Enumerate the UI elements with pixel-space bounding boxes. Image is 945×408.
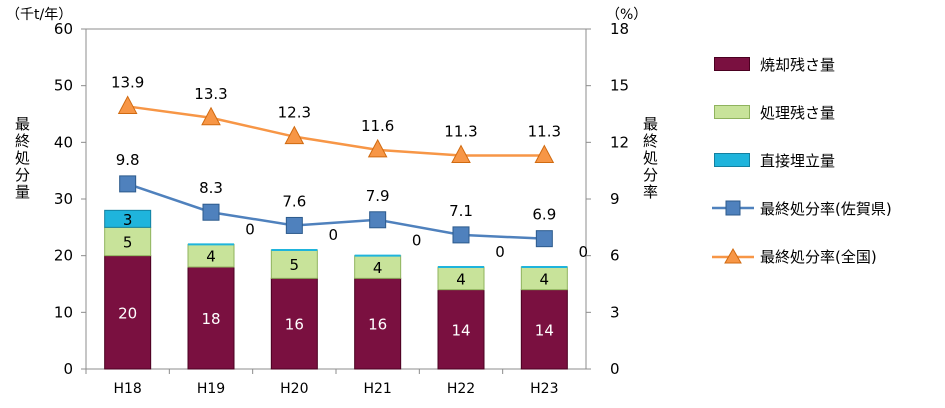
left-axis-label: 最終処分量 <box>13 116 31 201</box>
square-marker-icon <box>725 200 741 216</box>
square-marker-icon <box>535 230 553 248</box>
line-data-label: 13.3 <box>194 85 227 103</box>
triangle-marker-icon <box>201 106 221 126</box>
triangle-marker-icon <box>724 247 742 264</box>
triangle-marker-icon <box>367 138 388 158</box>
bar-data-label: 4 <box>540 270 550 288</box>
bar-data-label: 4 <box>206 248 216 266</box>
left-tick-label: 30 <box>54 190 73 208</box>
bar-segment <box>354 277 402 370</box>
line-data-label: 7.1 <box>449 202 473 220</box>
triangle-marker-icon <box>117 95 138 114</box>
triangle-marker-icon <box>451 144 471 164</box>
bar-data-label: 5 <box>290 256 300 274</box>
legend-line-saga <box>712 200 754 216</box>
plot-frame <box>85 28 587 370</box>
right-tick-label: 3 <box>610 303 620 321</box>
bar-data-label: 0 <box>329 226 339 244</box>
line-data-label: 11.6 <box>361 117 394 135</box>
right-tick-label: 9 <box>610 190 620 208</box>
triangle-marker-icon <box>284 125 305 145</box>
legend-item-direct: 直接埋立量 <box>712 136 940 184</box>
bar-data-label: 0 <box>412 232 422 250</box>
square-marker-icon <box>119 175 137 193</box>
bar-segment <box>270 249 318 279</box>
line-data-label: 7.6 <box>282 192 306 210</box>
bar-data-label: 18 <box>201 310 220 328</box>
legend-label: 処理残さ量 <box>760 103 836 122</box>
bar-data-label: 16 <box>368 316 387 334</box>
x-tick-label: H21 <box>363 381 391 397</box>
left-tick-label: 20 <box>54 247 73 265</box>
bar-data-label: 0 <box>495 243 505 261</box>
line-data-label: 8.3 <box>199 179 223 197</box>
right-tick-label: 15 <box>610 77 629 95</box>
line-data-label: 13.9 <box>111 73 144 91</box>
bar-segment <box>437 289 485 370</box>
x-tick-label: H19 <box>197 381 225 397</box>
bar-data-label: 4 <box>373 259 383 277</box>
x-tick-label: H20 <box>280 381 308 397</box>
legend-item-treatment: 処理残さ量 <box>712 88 940 136</box>
line-data-label: 9.8 <box>116 151 140 169</box>
left-tick-label: 10 <box>54 303 73 321</box>
x-tick-label: H23 <box>530 381 558 397</box>
legend-label: 焼却残さ量 <box>760 55 836 74</box>
left-tick-label: 60 <box>54 20 73 38</box>
bar-segment <box>270 277 318 370</box>
legend: 焼却残さ量 処理残さ量 直接埋立量 最終処分率(佐賀県) 最終処分率(全国) <box>712 40 940 280</box>
right-axis-label: 最終処分率 <box>641 116 659 201</box>
bar-data-label: 4 <box>456 270 466 288</box>
right-tick-label: 0 <box>610 360 620 378</box>
series-line <box>127 105 545 157</box>
bar-segment <box>104 255 152 370</box>
legend-label: 最終処分率(佐賀県) <box>760 199 892 218</box>
legend-label: 最終処分率(全国) <box>760 247 877 266</box>
line-data-label: 12.3 <box>278 104 311 122</box>
bar-data-label: 5 <box>123 234 133 252</box>
legend-item-national: 最終処分率(全国) <box>712 232 940 280</box>
square-marker-icon <box>202 203 220 221</box>
right-axis-unit: （%） <box>606 7 648 23</box>
bar-data-label: 0 <box>245 220 255 238</box>
legend-swatch-direct <box>712 152 754 168</box>
left-tick-label: 0 <box>63 360 73 378</box>
square-marker-icon <box>369 211 387 229</box>
line-data-label: 7.9 <box>366 187 390 205</box>
x-tick-label: H18 <box>113 381 141 397</box>
bar-data-label: 3 <box>123 211 133 229</box>
legend-item-saga: 最終処分率(佐賀県) <box>712 184 940 232</box>
x-tick-label: H22 <box>447 381 475 397</box>
bar-segment <box>104 209 152 228</box>
line-data-label: 11.3 <box>528 123 561 141</box>
bar-data-label: 20 <box>118 304 137 322</box>
left-tick-label: 40 <box>54 133 73 151</box>
legend-label: 直接埋立量 <box>760 151 836 170</box>
legend-swatch-incineration <box>712 56 754 72</box>
left-axis-unit: （千t/年） <box>6 7 73 23</box>
series-line <box>127 182 545 240</box>
right-tick-label: 6 <box>610 247 620 265</box>
bar-data-label: 14 <box>535 321 554 339</box>
bar-data-label: 0 <box>579 243 589 261</box>
square-marker-icon <box>285 216 303 234</box>
line-data-label: 11.3 <box>444 123 477 141</box>
line-data-label: 6.9 <box>532 206 556 224</box>
legend-item-incineration: 焼却残さ量 <box>712 40 940 88</box>
legend-line-national <box>712 247 754 264</box>
bar-data-label: 16 <box>285 316 304 334</box>
legend-swatch-treatment <box>712 104 754 120</box>
triangle-marker-icon <box>534 144 555 164</box>
right-tick-label: 12 <box>610 133 629 151</box>
bar-segment <box>187 266 235 370</box>
square-marker-icon <box>452 226 470 244</box>
right-tick-label: 18 <box>610 20 629 38</box>
bar-data-label: 14 <box>451 321 470 339</box>
left-tick-label: 50 <box>54 77 73 95</box>
